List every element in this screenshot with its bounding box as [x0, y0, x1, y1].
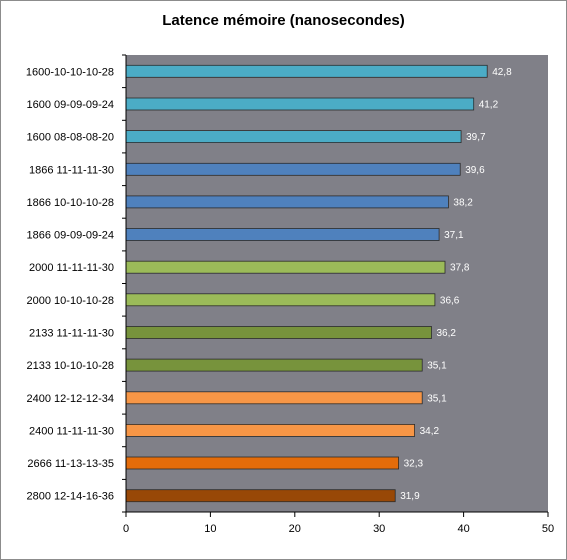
bar	[125, 358, 423, 372]
category-label: 2000 10-10-10-28	[27, 295, 114, 307]
x-tick-label: 0	[123, 523, 129, 535]
data-label: 35,1	[427, 393, 447, 404]
bar	[125, 228, 440, 241]
bar	[125, 162, 461, 176]
data-label: 41,2	[479, 100, 499, 111]
category-label: 1600-10-10-10-28	[26, 66, 114, 78]
category-label: 1866 09-09-09-24	[27, 230, 114, 242]
data-label: 42,8	[492, 67, 512, 78]
data-label: 31,9	[400, 491, 420, 502]
data-label: 38,2	[453, 197, 473, 208]
bar	[125, 64, 488, 78]
data-label: 37,1	[444, 230, 464, 241]
category-label: 2133 10-10-10-28	[27, 360, 114, 372]
category-label: 2400 11-11-11-30	[29, 425, 114, 437]
x-tick-label: 10	[204, 523, 216, 535]
data-label: 36,2	[437, 328, 457, 339]
category-label: 2800 12-14-16-36	[27, 491, 114, 503]
data-label: 34,2	[420, 426, 440, 437]
bar	[125, 391, 423, 405]
category-label: 1866 10-10-10-28	[27, 197, 114, 209]
bar	[125, 423, 416, 437]
bar	[125, 130, 462, 144]
x-tick-label: 20	[289, 523, 301, 535]
bar	[125, 293, 436, 307]
data-label: 39,7	[466, 132, 486, 143]
bar	[125, 97, 475, 111]
x-tick-label: 30	[373, 523, 385, 535]
bar	[125, 326, 432, 339]
bar	[125, 456, 400, 470]
x-axis: 0 10 20 30 40 50	[123, 55, 554, 535]
bar	[125, 195, 449, 209]
category-label: 2666 11-13-13-35	[27, 458, 114, 470]
bars: 42,8 41,2 39,7 39,6 38,2 37,1 37,8 36,6 36,2 35,1…	[125, 64, 512, 503]
category-label: 2400 12-12-12-34	[27, 393, 114, 405]
data-label: 32,3	[404, 459, 424, 470]
x-tick-label: 40	[457, 523, 469, 535]
data-label: 35,1	[427, 361, 447, 372]
x-tick-label: 50	[542, 523, 554, 535]
category-label: 2000 11-11-11-30	[29, 262, 114, 274]
chart-title: Latence mémoire (nanosecondes)	[162, 12, 405, 29]
category-label: 1600 08-08-08-20	[27, 132, 114, 144]
plot-area	[126, 55, 548, 512]
data-label: 37,8	[450, 263, 470, 274]
bar	[125, 489, 396, 503]
data-label: 36,6	[440, 295, 460, 306]
bar	[125, 260, 446, 274]
category-label: 1600 09-09-09-24	[27, 99, 114, 111]
category-labels: 1600-10-10-10-28 1600 09-09-09-24 1600 08-…	[26, 54, 126, 513]
data-label: 39,6	[465, 165, 485, 176]
category-label: 1866 11-11-11-30	[29, 164, 114, 176]
category-label: 2133 11-11-11-30	[29, 328, 114, 340]
